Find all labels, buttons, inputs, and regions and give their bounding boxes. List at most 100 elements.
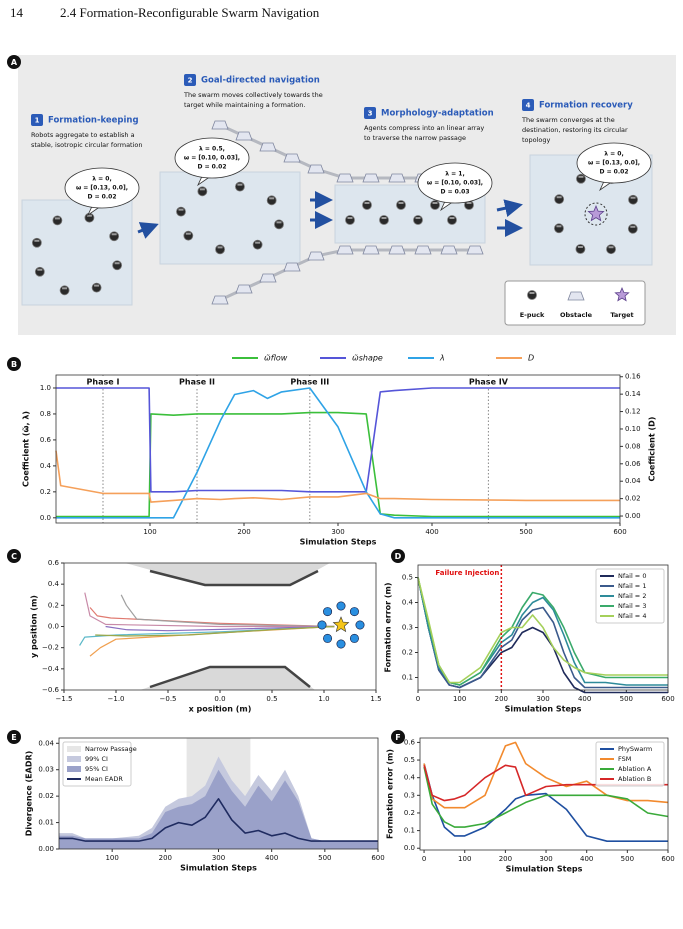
x-tick-label: 600	[661, 695, 674, 703]
bubble-text: λ = 1,	[445, 171, 464, 178]
e-puck	[396, 200, 406, 210]
y-tick-label: 0.8	[40, 410, 51, 418]
step-text: topology	[522, 136, 551, 144]
e-puck	[576, 173, 586, 184]
final-robot	[336, 639, 346, 649]
bubble-text: λ = 0,	[604, 151, 623, 158]
bubble	[576, 142, 652, 184]
y-axis-label: Formation error (m)	[384, 582, 393, 672]
bubble-text: D = 0.03	[441, 189, 470, 196]
legend-label: 99% CI	[85, 755, 108, 763]
bubble-text: ω = [0.13, 0.0],	[588, 160, 640, 167]
x-tick-label: 400	[578, 695, 591, 703]
e-puck-top	[255, 241, 261, 244]
y-tick-label: 0.4	[48, 580, 60, 588]
scene-box	[159, 171, 301, 265]
obstacle	[362, 245, 380, 255]
legend-box	[595, 568, 665, 624]
e-puck-top	[34, 239, 40, 242]
obstacle	[307, 251, 325, 261]
legend-box	[595, 741, 665, 787]
x-axis-label: Simulation Steps	[300, 538, 377, 547]
y-tick-label: 0.6	[40, 436, 52, 444]
panel-badge	[391, 730, 405, 744]
step-number: 4	[526, 102, 531, 110]
final-robot	[349, 633, 359, 643]
x-axis-label: Simulation Steps	[505, 705, 582, 714]
bubble-text: ω = [0.13, 0.0],	[76, 185, 128, 192]
final-robot	[336, 601, 346, 611]
bubble-text: ω = [0.10, 0.03],	[427, 180, 483, 187]
phase-label: Phase III	[290, 378, 329, 387]
target-ring	[584, 202, 608, 226]
series-line	[95, 625, 335, 637]
step-text: stable, isotropic circular formation	[31, 141, 143, 149]
e-puck-top	[54, 217, 60, 220]
e-puck-top	[347, 217, 353, 219]
series-line	[417, 577, 668, 684]
step-badge	[184, 74, 196, 86]
final-robot	[355, 620, 365, 630]
bubble-text: D = 0.02	[198, 164, 227, 171]
obstacle	[235, 131, 253, 141]
obstacle	[414, 245, 432, 255]
e-puck-top	[114, 262, 120, 265]
phase-label-box	[175, 376, 219, 387]
x-tick-label: 1.0	[318, 695, 329, 703]
bubble-text: D = 0.02	[88, 194, 117, 201]
legend-swatch	[67, 746, 81, 752]
panel-label: D	[395, 552, 402, 561]
y-tick-label: 0.01	[38, 819, 54, 827]
legend-label: PhySwarm	[618, 745, 652, 753]
e-puck	[84, 212, 95, 223]
y-tick-label: 0.0	[404, 844, 415, 852]
y-tick-label: 1.0	[40, 384, 51, 392]
e-puck-top	[556, 225, 562, 228]
e-puck-top	[556, 196, 562, 199]
flow-arrow	[137, 222, 159, 239]
panel-label: C	[11, 552, 17, 561]
e-puck	[527, 290, 537, 300]
x-tick-label: 200	[499, 855, 512, 863]
phase-label: Phase I	[87, 378, 120, 387]
final-robot	[317, 620, 327, 630]
e-puck-top	[111, 233, 117, 236]
y-axis-label: y position (m)	[30, 595, 39, 658]
y-tick-label: −0.4	[42, 665, 60, 673]
y-tick-label: 0.04	[38, 739, 54, 747]
x-tick-label: 200	[237, 528, 250, 536]
obstacle	[235, 284, 253, 294]
panel-badge	[7, 357, 21, 371]
bubble-text: ω = [0.10, 0.03],	[184, 155, 240, 162]
x-tick-label: −1.0	[108, 695, 125, 703]
panel-badge	[391, 549, 405, 563]
e-puck-top	[381, 217, 387, 219]
plot-frame	[55, 374, 621, 524]
series-line	[59, 798, 378, 842]
phase-label-box	[81, 376, 125, 387]
e-puck-top	[86, 214, 92, 217]
step-title: Formation-keeping	[48, 116, 139, 126]
e-puck-top	[199, 188, 205, 191]
e-puck	[197, 186, 208, 197]
x-tick-label: 200	[495, 695, 508, 703]
e-puck-top	[217, 246, 223, 249]
y2-tick-label: 0.06	[625, 460, 641, 468]
e-puck	[235, 181, 245, 192]
y-tick-label: 0.2	[40, 488, 51, 496]
x-tick-label: 300	[536, 695, 549, 703]
phase-label: Phase IV	[469, 378, 509, 387]
series-line	[423, 741, 669, 809]
panel-badge	[7, 549, 21, 563]
step-text: Agents compress into an linear array	[364, 124, 484, 132]
y-tick-label: 0.6	[48, 559, 60, 567]
e-puck-top	[398, 202, 404, 204]
e-puck	[215, 244, 225, 255]
obstacle	[283, 153, 301, 163]
plot-frame	[63, 562, 377, 691]
x-tick-label: 300	[212, 854, 225, 862]
step-badge	[364, 107, 376, 119]
series-line	[84, 592, 335, 628]
final-robot	[349, 607, 359, 617]
step-badge	[522, 99, 534, 111]
